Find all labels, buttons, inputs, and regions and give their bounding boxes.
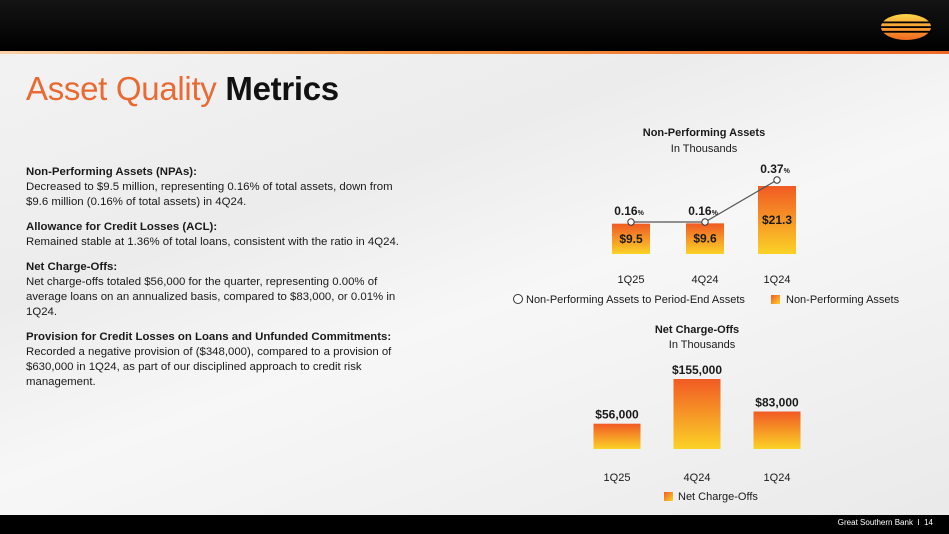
npa-ratio-unit: % xyxy=(638,210,645,217)
bullet-text: Remained stable at 1.36% of total loans,… xyxy=(26,236,399,248)
nco-category-label: 1Q25 xyxy=(604,472,631,484)
npa-bar xyxy=(686,223,724,254)
bullet-heading: Non-Performing Assets (NPAs): xyxy=(26,166,197,178)
bullet-npa: Non-Performing Assets (NPAs): Decreased … xyxy=(26,165,401,210)
nco-bar xyxy=(593,423,641,449)
nco-bar-label: $83,000 xyxy=(755,396,799,410)
legend-npa-label: Non-Performing Assets xyxy=(786,294,900,306)
bullet-text: Net charge-offs totaled $56,000 for the … xyxy=(26,276,396,318)
bullet-nco: Net Charge-Offs: Net charge-offs totaled… xyxy=(26,260,401,320)
legend-ratio-marker-icon xyxy=(513,294,523,304)
nco-bar-label: $56,000 xyxy=(595,408,639,422)
npa-category-label: 1Q24 xyxy=(764,274,791,286)
legend-nco-label: Net Charge-Offs xyxy=(678,491,758,503)
company-logo-icon xyxy=(880,14,932,40)
npa-category-label: 4Q24 xyxy=(692,274,719,286)
npa-ratio-label: 0.16% xyxy=(614,204,644,218)
npa-chart-title: Non-Performing Assets xyxy=(643,127,765,139)
top-bar xyxy=(0,0,949,51)
legend-npa-swatch-icon xyxy=(771,295,780,304)
page-title: Asset Quality Metrics xyxy=(26,70,339,108)
npa-ratio-unit: % xyxy=(784,168,791,175)
npa-bar xyxy=(612,223,650,254)
legend-nco-swatch-icon xyxy=(664,492,673,501)
npa-ratio-label: 0.37% xyxy=(760,162,790,176)
nco-bar-label: $155,000 xyxy=(672,363,722,377)
title-part-bold: Metrics xyxy=(225,70,339,107)
npa-ratio-unit: % xyxy=(712,210,719,217)
bullet-heading: Allowance for Credit Losses (ACL): xyxy=(26,221,218,233)
bullet-acl: Allowance for Credit Losses (ACL): Remai… xyxy=(26,220,401,250)
npa-bar xyxy=(758,186,796,254)
npa-bar-label: $9.5 xyxy=(619,232,643,246)
npa-ratio-point xyxy=(773,176,781,184)
footer-text: Great Southern Bank I 14 xyxy=(838,518,933,527)
bullet-heading: Provision for Credit Losses on Loans and… xyxy=(26,331,392,343)
top-bar-accent-line xyxy=(0,51,949,54)
footer-separator: I xyxy=(917,518,920,527)
footer-bar: Great Southern Bank I 14 xyxy=(0,515,949,534)
nco-bar xyxy=(753,411,801,449)
npa-ratio-label: 0.16% xyxy=(688,204,718,218)
npa-bar-label: $9.6 xyxy=(693,232,717,246)
nco-bar xyxy=(673,379,721,449)
npa-chart-subtitle: In Thousands xyxy=(671,143,738,155)
bullet-text: Decreased to $9.5 million, representing … xyxy=(26,181,393,208)
title-part-accent: Asset Quality xyxy=(26,70,217,107)
bullet-heading: Net Charge-Offs: xyxy=(26,261,118,273)
nco-chart-title: Net Charge-Offs xyxy=(655,324,739,336)
bullet-provision: Provision for Credit Losses on Loans and… xyxy=(26,330,401,390)
bullet-text: Recorded a negative provision of ($348,0… xyxy=(26,346,392,388)
bullet-list: Non-Performing Assets (NPAs): Decreased … xyxy=(26,165,401,400)
npa-ratio-point xyxy=(701,218,709,226)
legend-ratio-label: Non-Performing Assets to Period-End Asse… xyxy=(526,294,745,306)
footer-company: Great Southern Bank xyxy=(837,518,913,527)
footer-page-number: 14 xyxy=(924,518,933,527)
npa-ratio-point xyxy=(627,218,635,226)
nco-chart-subtitle: In Thousands xyxy=(669,339,736,351)
npa-bar-label: $21.3 xyxy=(762,213,792,227)
npa-category-label: 1Q25 xyxy=(618,274,645,286)
nco-category-label: 4Q24 xyxy=(684,472,711,484)
nco-category-label: 1Q24 xyxy=(764,472,791,484)
